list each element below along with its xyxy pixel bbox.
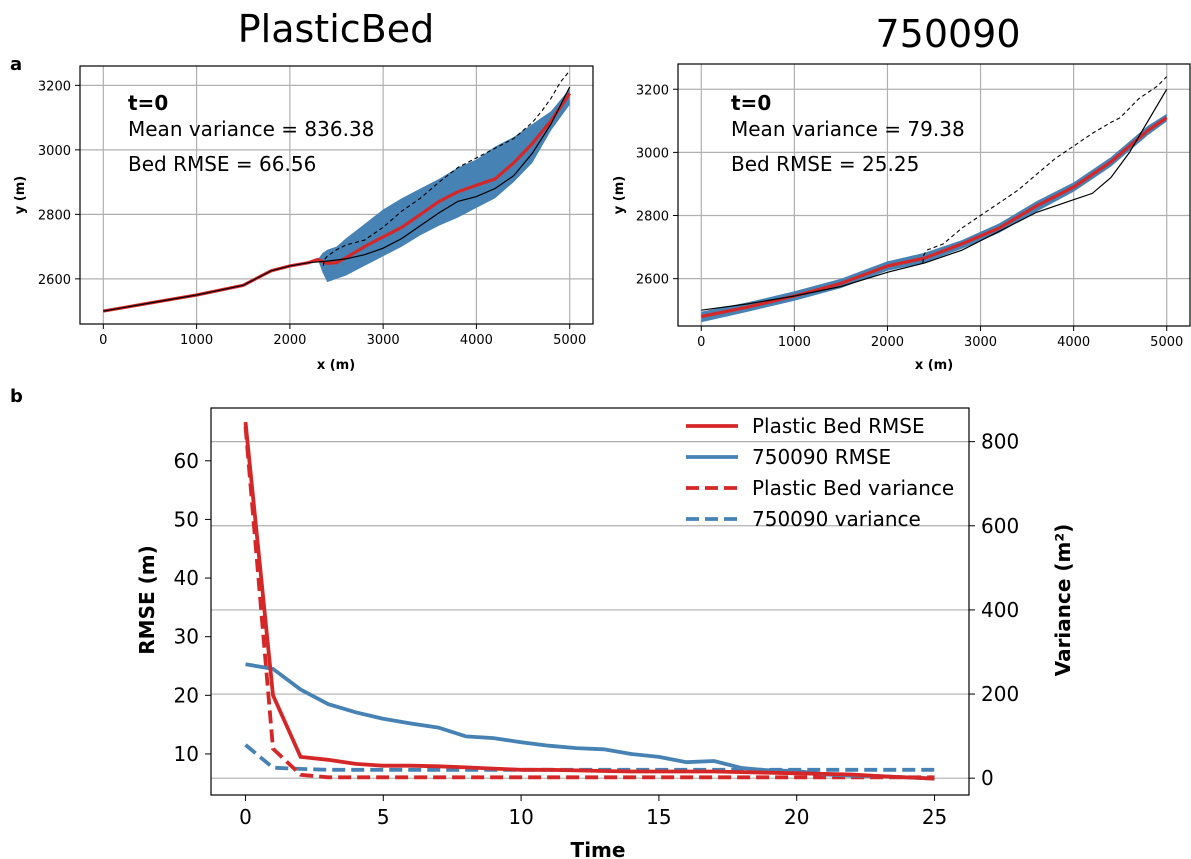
750090-time-annotation: t=0 xyxy=(731,91,771,115)
y-tick-label: 10 xyxy=(174,742,199,766)
x-tick-label: 3000 xyxy=(367,333,400,348)
x-tick-label: 4000 xyxy=(460,333,493,348)
ensemble-spread-band xyxy=(701,113,1167,323)
x-tick-label: 0 xyxy=(239,805,252,829)
y-tick-label: 3200 xyxy=(38,79,71,94)
x-tick-label: 1000 xyxy=(180,333,213,348)
y-tick-label: 2600 xyxy=(636,273,669,288)
y-right-tick-label: 600 xyxy=(981,514,1019,538)
x-tick-label: 2000 xyxy=(871,335,904,350)
time-xlabel: Time xyxy=(571,838,626,859)
panel-letter-a: a xyxy=(10,54,22,75)
750090-xlabel: x (m) xyxy=(915,358,953,373)
plasticbed-variance-annotation: Mean variance = 836.38 xyxy=(128,117,374,141)
x-tick-label: 0 xyxy=(99,333,107,348)
x-tick-label: 1000 xyxy=(778,335,811,350)
true-bed-line xyxy=(701,88,1168,311)
x-tick-label: 4000 xyxy=(1057,335,1090,350)
rmse-ylabel: RMSE (m) xyxy=(135,545,159,654)
series-line-plastic-bed-variance xyxy=(243,426,935,780)
x-tick-label: 5000 xyxy=(1150,335,1183,350)
750090-ylabel: y (m) xyxy=(612,176,627,214)
plasticbed-chart: PlasticBed 0 1000 2000 3000 4000 5000 2600 2800… xyxy=(13,7,594,373)
x-tick-label: 5 xyxy=(377,805,390,829)
750090-rmse-annotation: Bed RMSE = 25.25 xyxy=(731,152,919,176)
y-tick-label: 2800 xyxy=(38,208,71,223)
y-tick-label: 60 xyxy=(174,449,199,473)
x-tick-label: 5000 xyxy=(553,333,586,348)
legend: Plastic Bed RMSE 750090 RMSE Plastic Bed v… xyxy=(686,414,954,531)
750090-title: 750090 xyxy=(875,12,1020,56)
y-tick-label: 50 xyxy=(174,507,199,531)
legend-label: 750090 variance xyxy=(752,507,921,531)
surface-dashed-line xyxy=(322,70,571,266)
panel-letter-b: b xyxy=(10,386,23,407)
plasticbed-title: PlasticBed xyxy=(238,7,434,51)
ensemble-mean-line xyxy=(700,116,1168,319)
750090-variance-annotation: Mean variance = 79.38 xyxy=(731,117,965,141)
plasticbed-time-annotation: t=0 xyxy=(128,91,168,115)
x-tick-label: 0 xyxy=(697,335,705,350)
y-right-tick-label: 400 xyxy=(981,598,1019,622)
y-right-tick-label: 0 xyxy=(981,766,994,790)
y-tick-label: 2600 xyxy=(38,273,71,288)
x-tick-label: 20 xyxy=(784,805,809,829)
plasticbed-rmse-annotation: Bed RMSE = 66.56 xyxy=(128,152,316,176)
x-tick-label: 15 xyxy=(646,805,671,829)
surface-dashed-line xyxy=(922,76,1168,263)
x-tick-label: 10 xyxy=(508,805,533,829)
x-tick-label: 2000 xyxy=(273,333,306,348)
legend-label: Plastic Bed variance xyxy=(752,476,954,500)
y-tick-label: 3000 xyxy=(636,146,669,161)
y-tick-label: 3000 xyxy=(38,144,71,159)
y-tick-label: 3200 xyxy=(636,83,669,98)
plasticbed-xlabel: x (m) xyxy=(317,358,355,373)
y-tick-label: 2800 xyxy=(636,210,669,225)
y-right-tick-label: 800 xyxy=(981,430,1019,454)
y-tick-label: 20 xyxy=(174,683,199,707)
y-right-tick-label: 200 xyxy=(981,682,1019,706)
variance-ylabel: Variance (m²) xyxy=(1051,524,1075,677)
ensemble-spread-band xyxy=(317,88,570,283)
y-tick-label: 40 xyxy=(174,566,199,590)
x-tick-label: 3000 xyxy=(964,335,997,350)
plasticbed-ylabel: y (m) xyxy=(13,176,28,214)
legend-label: 750090 RMSE xyxy=(752,445,891,469)
true-bed-line xyxy=(103,86,571,312)
x-tick-label: 25 xyxy=(922,805,947,829)
legend-label: Plastic Bed RMSE xyxy=(752,414,925,438)
y-tick-label: 30 xyxy=(174,625,199,649)
rmse-variance-chart: 0 200 400 600 800 0 5 10 15 20 25 10 20 30 40 50 60 Time… xyxy=(135,407,1075,859)
750090-chart: 750090 0 1000 2000 3000 4000 5000 2600 2800 3000… xyxy=(612,12,1191,373)
series-line-plastic-bed-rmse xyxy=(243,421,935,781)
